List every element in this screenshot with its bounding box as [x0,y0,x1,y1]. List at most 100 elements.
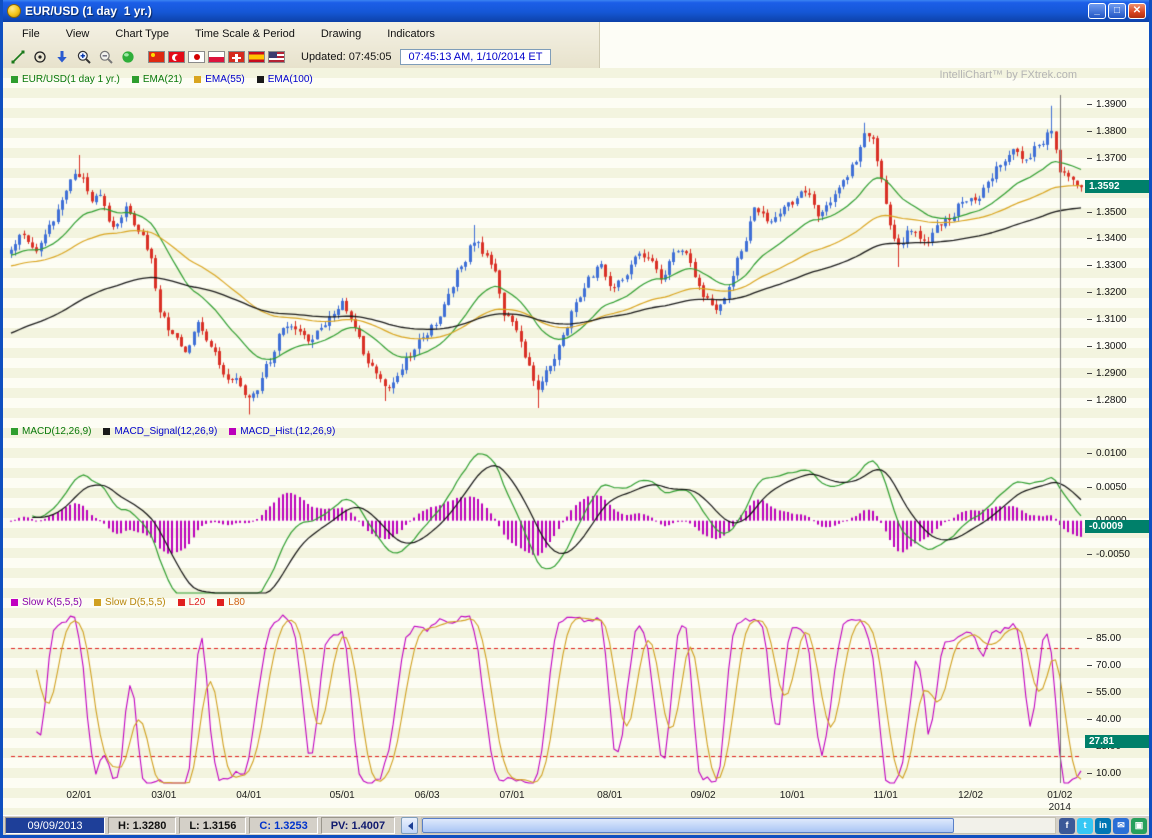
axis-tick: 1.3300 [1087,260,1127,272]
facebook-icon[interactable]: f [1059,817,1075,834]
twitter-icon[interactable]: t [1077,817,1093,834]
tick-mark [1087,399,1092,401]
x-axis-label: 06/03 [414,790,440,801]
tick-label: 70.00 [1096,660,1122,672]
axis-tick: 1.3500 [1087,206,1127,218]
x-axis-year-label: 2014 [1048,802,1071,813]
axis-tick: 1.2900 [1087,368,1127,380]
axis-tick: 0.0100 [1087,448,1127,460]
tick-label: 0.0100 [1096,448,1127,460]
flag-china-icon[interactable] [148,51,165,63]
menu-item-drawing[interactable]: Drawing [320,28,362,40]
zoom-in-icon[interactable] [74,48,94,66]
tick-label: 1.3900 [1096,98,1127,110]
tick-mark [1087,373,1092,375]
axis-tick: 70.00 [1087,660,1121,672]
status-date: 09/09/2013 [5,817,105,834]
circle-dot-tool-icon[interactable] [30,48,50,66]
down-arrow-icon[interactable] [52,48,72,66]
macd-legend: MACD(12,26,9) MACD_Signal(12,26,9) MACD_Hi… [11,426,335,437]
legend-label: Slow D(5,5,5) [105,597,166,608]
window-controls: _ □ ✕ [1088,3,1146,19]
zoom-out-icon[interactable] [96,48,116,66]
scrollbar-track[interactable] [421,817,1056,834]
last-price-badge: 1.3592 [1085,180,1149,194]
legend-item[interactable]: EUR/USD(1 day 1 yr.) [11,74,120,85]
tick-mark [1087,238,1092,240]
window-title: EUR/USD (1 day 1 yr.) [25,4,152,18]
legend-swatch-icon [229,428,237,435]
axis-tick: 1.3800 [1087,125,1127,137]
legend-item[interactable]: EMA(21) [131,74,182,85]
status-low: L: 1.3156 [179,817,247,834]
x-axis-label: 12/02 [958,790,984,801]
chrome-rows: File View Chart Type Time Scale & Period Dra… [3,22,1149,68]
tick-label: 1.3400 [1096,233,1127,245]
close-button[interactable]: ✕ [1128,3,1146,19]
tick-label: 1.3100 [1096,314,1127,326]
maximize-button[interactable]: □ [1108,3,1126,19]
tick-mark [1087,319,1092,321]
tick-label: 10.00 [1096,768,1122,780]
x-axis-label: 09/02 [690,790,716,801]
axis-tick: 1.3700 [1087,152,1127,164]
axis-tick: 1.3200 [1087,287,1127,299]
axis-tick: 55.00 [1087,687,1121,699]
axis-tick: 1.3400 [1087,233,1127,245]
trendline-tool-icon[interactable] [8,48,28,66]
legend-label: EUR/USD(1 day 1 yr.) [22,74,120,85]
minimize-button[interactable]: _ [1088,3,1106,19]
legend-item[interactable]: MACD_Signal(12,26,9) [103,426,217,437]
menu-item-file[interactable]: File [22,28,40,40]
legend-swatch-icon [103,428,111,435]
flag-japan-icon[interactable] [188,51,205,63]
left-arrow-icon [404,821,413,830]
scroll-left-button[interactable] [401,817,419,834]
legend-item[interactable]: MACD_Hist.(12,26,9) [229,426,335,437]
tick-mark [1087,453,1092,455]
share-icon[interactable]: ▣ [1131,817,1147,834]
legend-swatch-icon [256,76,264,83]
legend-item[interactable]: EMA(100) [256,74,313,85]
tick-label: 40.00 [1096,714,1122,726]
legend-item[interactable]: Slow D(5,5,5) [94,597,166,608]
flag-turkey-icon[interactable] [168,51,185,63]
tick-mark [1087,637,1092,639]
x-axis-label: 11/01 [873,790,898,801]
tick-label: 1.3200 [1096,287,1127,299]
legend-swatch-icon [11,428,18,435]
linkedin-icon[interactable]: in [1095,817,1111,834]
mail-icon[interactable]: ✉ [1113,817,1129,834]
legend-swatch-icon [131,76,139,83]
watermark: IntelliChart™ by FXtrek.com [939,69,1077,81]
flag-spain-icon[interactable] [248,51,265,63]
legend-label: MACD_Hist.(12,26,9) [240,426,336,437]
legend-swatch-icon [194,76,202,83]
refresh-sphere-icon[interactable] [118,48,138,66]
flag-switzerland-icon[interactable] [228,51,245,63]
axis-tick: 1.3100 [1087,314,1127,326]
menu-item-chart-type[interactable]: Chart Type [115,28,169,40]
legend-item[interactable]: Slow K(5,5,5) [11,597,82,608]
menu-item-indicators[interactable]: Indicators [387,28,435,40]
menu-bar: File View Chart Type Time Scale & Period Dra… [3,22,599,46]
tick-mark [1087,719,1092,721]
legend-item[interactable]: MACD(12,26,9) [11,426,91,437]
status-bar: 09/09/2013 H: 1.3280 L: 1.3156 C: 1.3253… [3,815,1149,835]
flag-usa-icon[interactable] [268,51,285,63]
tick-mark [1087,292,1092,294]
menu-item-view[interactable]: View [65,28,90,40]
title-bar[interactable]: EUR/USD (1 day 1 yr.) _ □ ✕ [3,0,1149,22]
price-chart-canvas[interactable] [3,68,1149,815]
scrollbar-thumb[interactable] [422,818,954,833]
legend-label: MACD_Signal(12,26,9) [114,426,218,437]
menu-item-time-scale-period[interactable]: Time Scale & Period [195,28,295,40]
status-close: C: 1.3253 [249,817,318,834]
legend-item[interactable]: L20 [177,597,205,608]
legend-item[interactable]: EMA(55) [194,74,245,85]
axis-tick: 40.00 [1087,714,1121,726]
legend-item[interactable]: L80 [217,597,245,608]
flag-poland-icon[interactable] [208,51,225,63]
stoch-legend: Slow K(5,5,5) Slow D(5,5,5) L20 L80 [11,597,245,608]
